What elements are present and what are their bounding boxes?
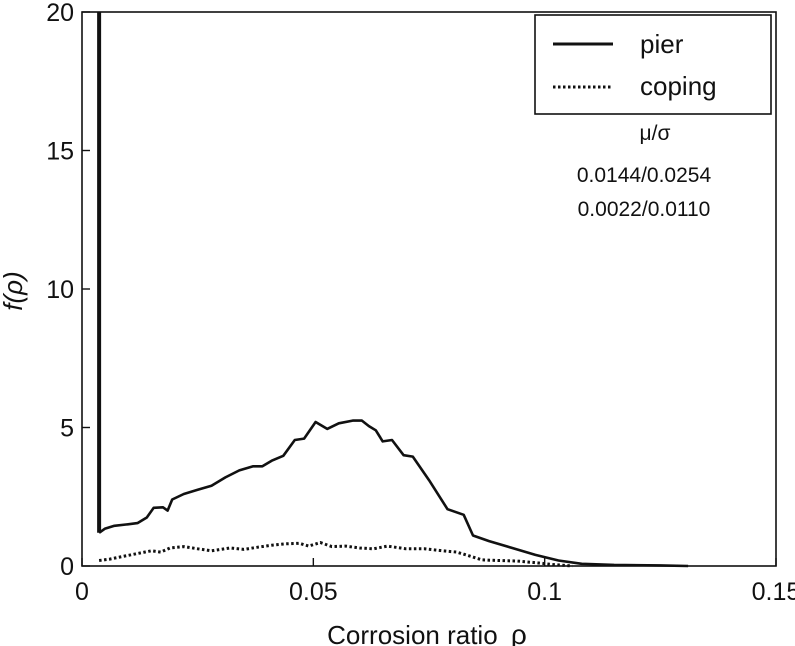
y-tick-label: 20 xyxy=(46,0,74,27)
stats-annotation: μ/σ 0.0144/0.0254 0.0022/0.0110 xyxy=(577,122,712,221)
stats-header: μ/σ xyxy=(640,122,671,145)
series-pier-line xyxy=(98,419,689,568)
x-axis-ticks: 0 0.05 0.1 0.15 xyxy=(75,558,795,606)
x-tick-label: 0 xyxy=(75,578,89,606)
y-tick-label: 15 xyxy=(46,138,74,166)
series-layer xyxy=(97,12,689,568)
x-tick-label: 0.1 xyxy=(527,578,562,606)
x-axis-label-text: Corrosion ratio xyxy=(327,620,505,646)
x-tick-label: 0.05 xyxy=(289,578,338,606)
legend: pier coping xyxy=(534,14,772,115)
x-axis-label: Corrosion ratio ρ xyxy=(327,619,527,646)
stats-pier: 0.0144/0.0254 xyxy=(577,164,712,187)
y-axis-label: f(ρ) xyxy=(0,271,28,310)
legend-label-pier: pier xyxy=(640,29,684,59)
series-pier xyxy=(97,12,689,568)
stats-coping: 0.0022/0.0110 xyxy=(578,198,711,221)
y-tick-label: 5 xyxy=(60,415,74,443)
y-tick-label: 10 xyxy=(46,276,74,304)
y-tick-label: 0 xyxy=(60,553,74,581)
y-axis-ticks: 0 5 10 15 20 xyxy=(46,0,90,581)
x-axis-label-symbol: ρ xyxy=(511,619,527,646)
x-tick-label: 0.15 xyxy=(752,578,795,606)
legend-label-coping: coping xyxy=(640,71,717,101)
legend-box xyxy=(534,14,772,115)
